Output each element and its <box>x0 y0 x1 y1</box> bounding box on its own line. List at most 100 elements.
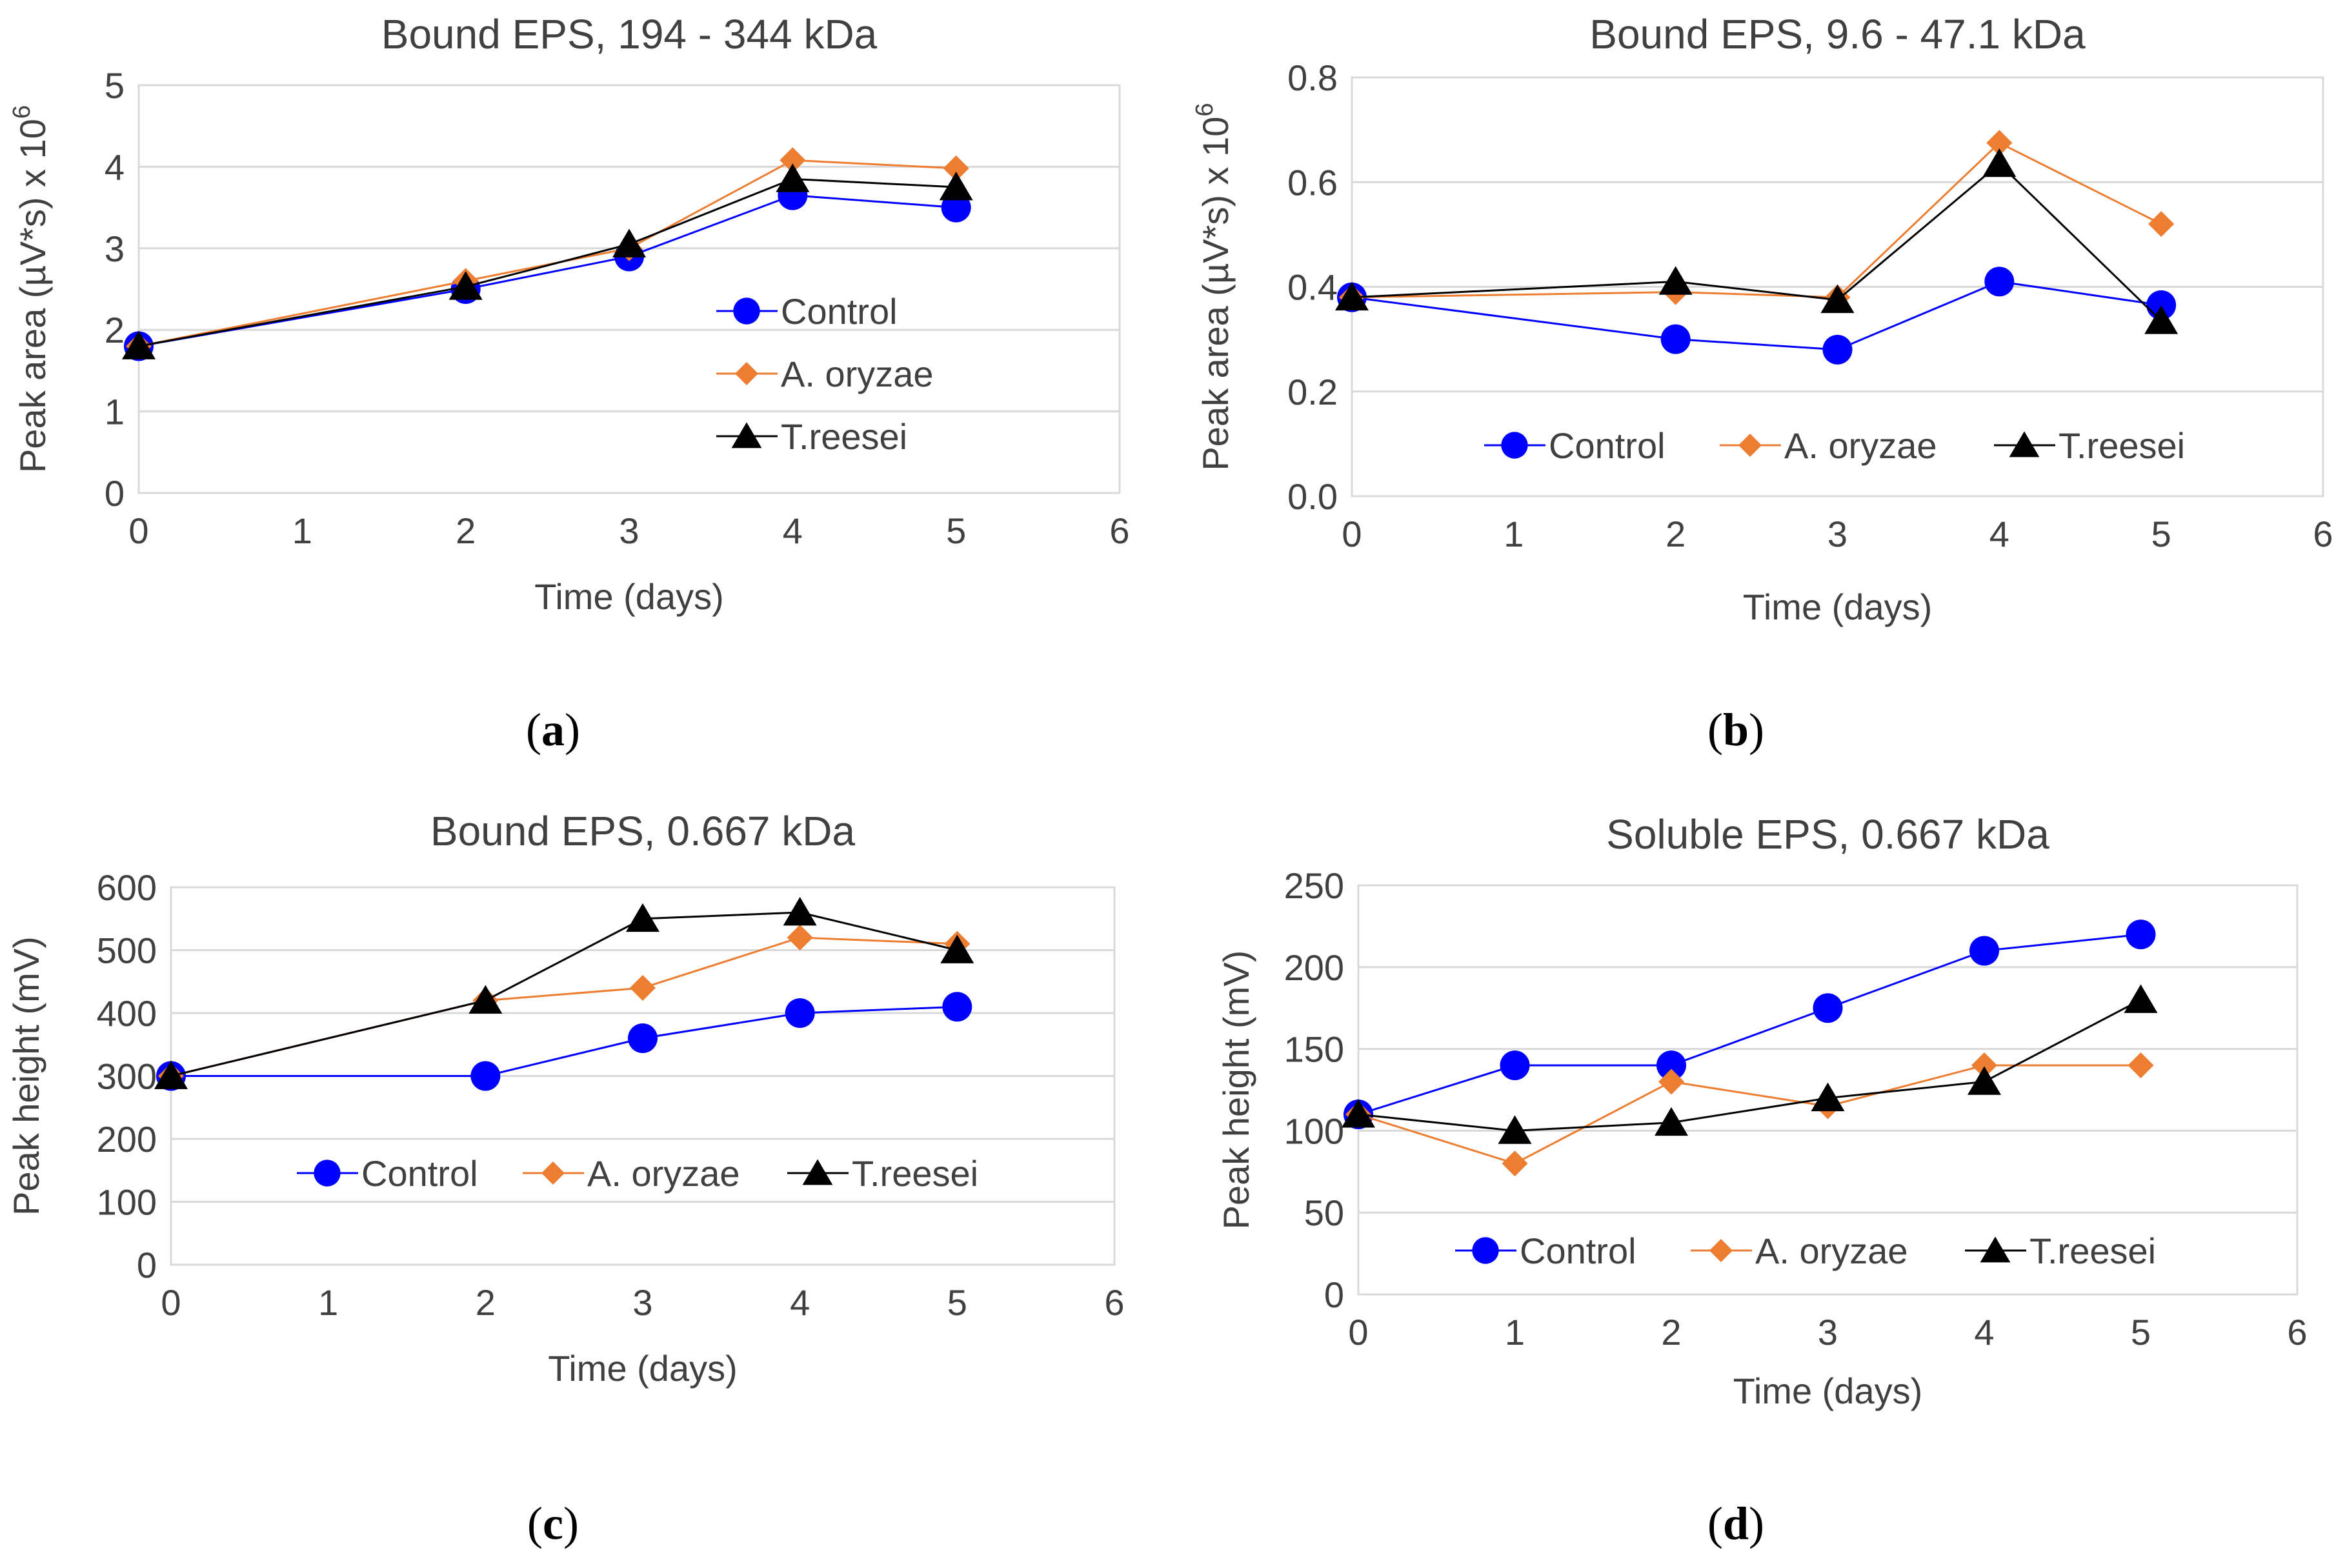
legend-marker-a-oryzae <box>1738 434 1762 457</box>
caption-close-paren: ) <box>563 1498 579 1549</box>
y-tick-label: 500 <box>97 930 157 971</box>
y-tick-label: 250 <box>1284 865 1344 906</box>
caption-letter: b <box>1723 704 1749 756</box>
caption-close-paren: ) <box>1749 1498 1764 1549</box>
legend-label: T.reesei <box>852 1153 978 1194</box>
series-line-control <box>171 1005 958 1077</box>
legend-label: A. oryzae <box>781 354 934 394</box>
x-tick-label: 3 <box>1818 1312 1838 1352</box>
y-tick-label: 400 <box>97 993 157 1034</box>
series-line-t-reesei <box>1358 999 2142 1132</box>
x-axis-label: Time (days) <box>548 1348 738 1389</box>
data-point-t-reesei <box>1655 1107 1688 1136</box>
data-point-t-reesei <box>776 163 810 192</box>
y-tick-label: 3 <box>105 228 125 269</box>
data-point-control <box>942 992 972 1022</box>
legend-marker-control <box>1472 1237 1499 1264</box>
data-point-control <box>1500 1050 1530 1080</box>
data-point-control <box>1660 324 1691 354</box>
legend-marker-a-oryzae <box>1709 1239 1733 1262</box>
chart-panel-c: 0 100 200 300 400 500 600 0 1 2 3 4 5 6 Bound EPS, 0.6… <box>6 808 1125 1549</box>
y-tick-label: 600 <box>97 867 157 908</box>
data-point-t-reesei <box>940 934 974 963</box>
caption-open-paren: ( <box>1707 1498 1723 1549</box>
series-t-reesei <box>1335 148 2179 334</box>
y-axis-label: Peak height (mV) <box>6 936 46 1216</box>
y-axis-label: Peak height (mV) <box>1216 950 1256 1230</box>
series-a-oryzae <box>1339 130 2175 310</box>
legend: Control A. oryzae T.reesei <box>297 1153 978 1194</box>
data-point-a-oryzae <box>2148 211 2175 237</box>
y-tick-label: 50 <box>1304 1192 1344 1233</box>
x-tick-label: 5 <box>947 1282 967 1323</box>
chart-panel-d: 0 50 100 150 200 250 0 1 2 3 4 5 6 Soluble EPS, 0.667… <box>1216 811 2308 1549</box>
y-axis-label-exponent: 6 <box>8 105 35 119</box>
legend-label: T.reesei <box>2029 1231 2156 1271</box>
data-point-control <box>785 998 815 1028</box>
caption-close-paren: ) <box>565 704 580 756</box>
x-tick-label: 2 <box>456 510 476 551</box>
data-point-control <box>1984 266 2015 297</box>
data-point-control <box>628 1023 658 1053</box>
data-point-t-reesei <box>939 172 973 201</box>
x-tick-label: 4 <box>783 510 803 551</box>
data-point-t-reesei <box>1968 1066 2001 1095</box>
data-point-a-oryzae <box>787 925 813 950</box>
data-point-t-reesei <box>612 228 646 257</box>
x-tick-label: 0 <box>161 1282 181 1323</box>
series-control <box>1337 266 2177 365</box>
legend-label: A. oryzae <box>587 1153 740 1194</box>
legend-marker-a-oryzae <box>541 1161 565 1185</box>
data-point-a-oryzae <box>943 155 969 181</box>
y-axis-label-exponent: 6 <box>1191 103 1218 116</box>
y-tick-label: 200 <box>97 1119 157 1160</box>
series-line-a-oryzae <box>1358 1064 2141 1165</box>
y-tick-label: 0.0 <box>1287 476 1338 517</box>
data-point-t-reesei <box>1498 1115 1532 1144</box>
x-tick-label: 6 <box>2287 1312 2307 1352</box>
x-tick-label: 0 <box>128 510 148 551</box>
legend-marker-control <box>314 1160 341 1187</box>
y-tick-label: 0.6 <box>1287 162 1338 203</box>
legend-label: A. oryzae <box>1784 425 1937 466</box>
chart-panel-b: 0.0 0.2 0.4 0.6 0.8 0 1 2 3 4 5 6 Bound EPS, 9.6 - 4… <box>1191 11 2333 756</box>
legend-label: Control <box>1520 1231 1636 1271</box>
caption-open-paren: ( <box>527 1498 543 1549</box>
x-tick-label: 3 <box>619 510 639 551</box>
series-a-oryzae <box>1345 1052 2154 1177</box>
y-axis-label: Peak area (µV*s) x 106 <box>1191 103 1236 470</box>
x-tick-label: 5 <box>2131 1312 2151 1352</box>
x-axis-label: Time (days) <box>534 576 724 617</box>
legend-marker-t-reesei <box>731 422 762 448</box>
data-point-t-reesei <box>1335 281 1369 311</box>
series-t-reesei <box>122 163 973 359</box>
x-tick-label: 5 <box>2151 514 2171 554</box>
y-tick-label: 0.8 <box>1287 57 1338 98</box>
legend-label: T.reesei <box>781 416 907 457</box>
data-point-control <box>1656 1050 1686 1080</box>
data-point-t-reesei <box>2144 305 2179 334</box>
data-point-t-reesei <box>2124 984 2158 1013</box>
series-line-control <box>1358 933 2141 1116</box>
caption-open-paren: ( <box>526 704 541 756</box>
x-tick-label: 1 <box>292 510 312 551</box>
x-tick-label: 0 <box>1342 514 1362 554</box>
x-tick-label: 4 <box>1974 1312 1994 1352</box>
legend-label: T.reesei <box>2058 425 2185 466</box>
x-tick-label: 6 <box>1104 1282 1124 1323</box>
legend: Control A. oryzae T.reesei <box>716 291 934 457</box>
legend: Control A. oryzae T.reesei <box>1484 425 2185 466</box>
data-point-t-reesei <box>1811 1082 1845 1112</box>
data-point-t-reesei <box>468 985 503 1014</box>
y-tick-label: 150 <box>1284 1029 1344 1070</box>
data-point-a-oryzae <box>1986 130 2013 156</box>
legend-label: Control <box>1549 425 1666 466</box>
legend-marker-t-reesei <box>802 1159 833 1185</box>
data-point-a-oryzae <box>1658 1069 1684 1095</box>
y-tick-label: 5 <box>105 65 125 106</box>
data-point-a-oryzae <box>2128 1052 2154 1078</box>
data-point-t-reesei <box>783 897 817 926</box>
x-axis-label: Time (days) <box>1743 587 1933 627</box>
data-point-t-reesei <box>1820 284 1855 314</box>
y-tick-label: 0.2 <box>1287 372 1338 412</box>
